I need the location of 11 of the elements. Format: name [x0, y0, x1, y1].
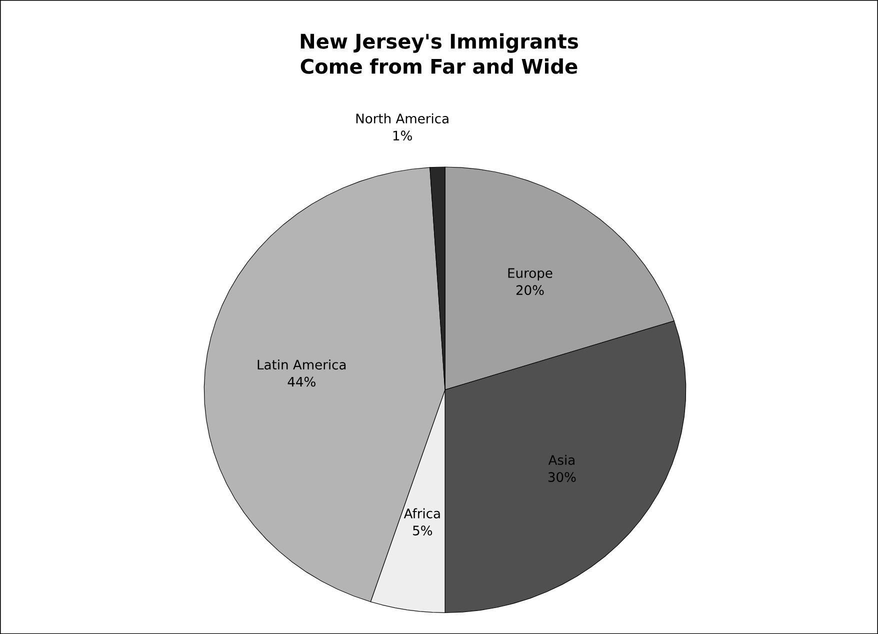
data-label: 1% — [393, 130, 412, 141]
slice-label: North America — [356, 113, 448, 124]
data-label: 5% — [413, 526, 432, 536]
slice-label: Africa — [404, 508, 440, 518]
slice-label: Europe — [508, 268, 552, 280]
chart-title: New Jersey's Immigrants Come from Far and Wide — [300, 33, 578, 74]
slice-label: Asia — [548, 454, 574, 465]
slice-label: Latin America — [258, 359, 346, 370]
data-label: 20% — [516, 285, 544, 296]
data-label: 44% — [288, 376, 316, 387]
data-label: 30% — [548, 472, 576, 482]
